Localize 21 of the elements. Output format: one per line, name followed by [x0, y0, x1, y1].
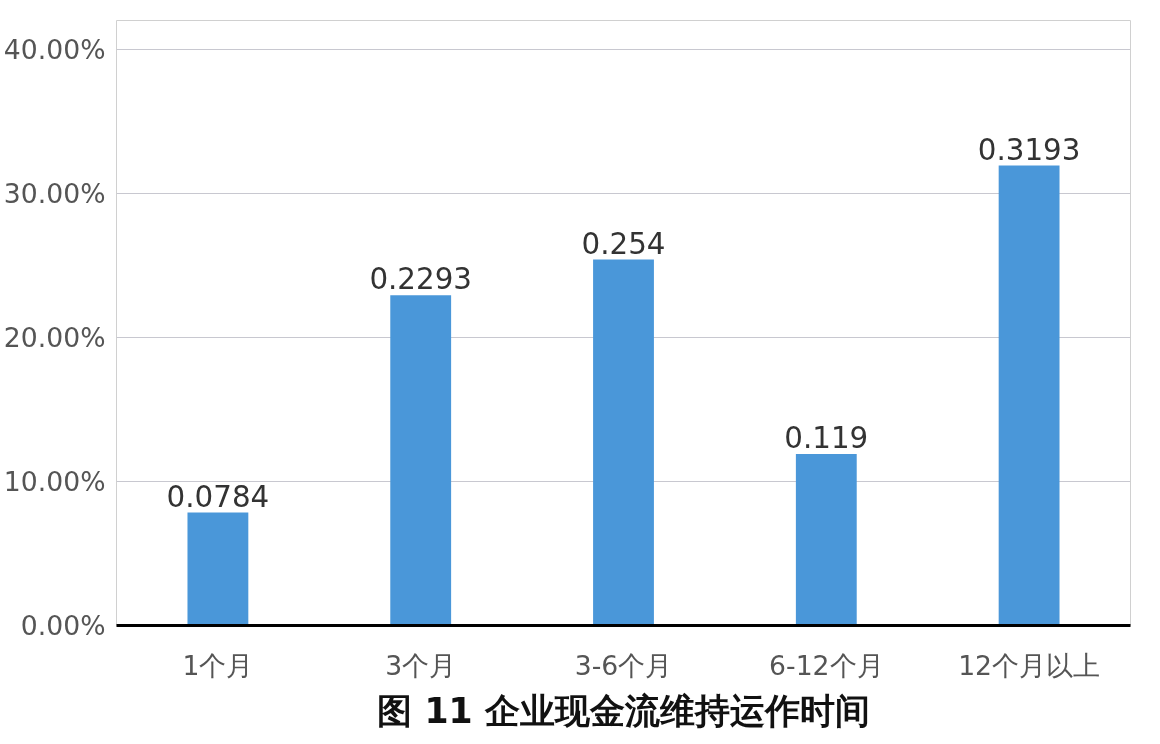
- y-tick-label: 40.00%: [3, 33, 106, 65]
- text: 图 11 企业现金流维持运作时间: [377, 690, 870, 731]
- bar: [390, 295, 452, 626]
- data-label: 0.0784: [166, 479, 270, 514]
- y-tick-label: 10.00%: [3, 465, 106, 497]
- bar: [795, 454, 857, 626]
- bar: [593, 259, 654, 626]
- data-label: 0.2293: [369, 262, 473, 297]
- bar: [998, 165, 1060, 626]
- x-tick-label: 1个月: [182, 649, 254, 681]
- x-tick-label: 3-6个月: [574, 649, 673, 681]
- data-label: 0.254: [581, 226, 666, 261]
- data-label: 0.3193: [977, 132, 1081, 167]
- y-tick-label: 0.00%: [20, 610, 106, 641]
- data-label: 0.119: [784, 421, 869, 456]
- y-tick-label: 20.00%: [3, 321, 106, 353]
- y-tick-label: 30.00%: [3, 177, 106, 209]
- x-tick-label: 3个月: [385, 649, 457, 681]
- x-tick-label: 6-12个月: [769, 649, 884, 681]
- bar: [187, 512, 249, 626]
- x-tick-label: 12个月以上: [958, 649, 1101, 681]
